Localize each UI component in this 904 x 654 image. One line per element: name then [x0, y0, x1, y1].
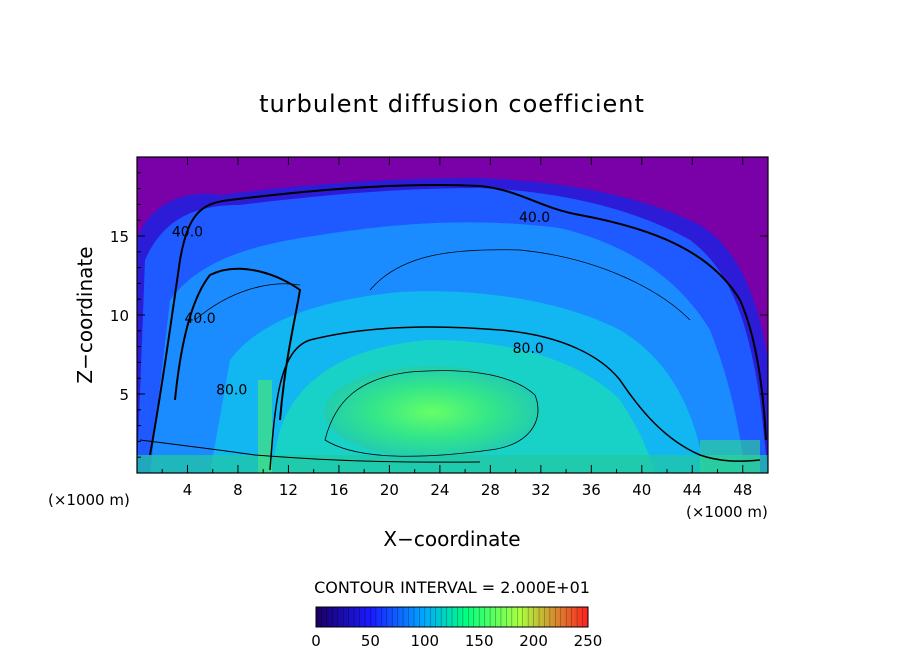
x-tick-label: 32: [531, 481, 550, 499]
colorbar-tick-label: 100: [410, 632, 439, 650]
y-axis-title: Z−coordinate: [73, 246, 97, 383]
x-axis-title: X−coordinate: [383, 527, 520, 551]
y-tick-label: 5: [119, 386, 129, 404]
colorbar-ticks: 0 50 100 150 200 250: [311, 632, 602, 650]
contour-label: 80.0: [513, 341, 544, 357]
x-tick-label: 28: [481, 481, 500, 499]
contour-label: 40.0: [172, 224, 203, 240]
x-unit-label-right: (×1000 m): [686, 503, 768, 521]
y-tick-label: 15: [110, 228, 129, 246]
y-axis: 5 10 15: [110, 172, 768, 458]
x-tick-label: 48: [733, 481, 752, 499]
chart-title: turbulent diffusion coefficient: [259, 90, 645, 118]
x-tick-label: 36: [582, 481, 601, 499]
contour-label: 40.0: [519, 210, 550, 226]
colorbar-stripes: [321, 607, 583, 627]
colorbar: 0 50 100 150 200 250: [311, 606, 602, 650]
x-tick-label: 24: [430, 481, 449, 499]
x-unit-label-left: (×1000 m): [48, 491, 130, 509]
x-tick-label: 4: [183, 481, 193, 499]
colorbar-tick-label: 250: [574, 632, 603, 650]
colorbar-tick-label: 200: [519, 632, 548, 650]
x-tick-label: 16: [329, 481, 348, 499]
contour-lines: [139, 183, 767, 471]
x-tick-label: 20: [380, 481, 399, 499]
heatmap-field: [137, 157, 768, 473]
x-tick-label: 8: [233, 481, 243, 499]
colorbar-tick-label: 50: [361, 632, 380, 650]
colorbar-frame: [315, 606, 589, 628]
contour-interval-text: CONTOUR INTERVAL = 2.000E+01: [314, 578, 590, 597]
colorbar-tick-label: 0: [311, 632, 321, 650]
contour-label: 40.0: [185, 311, 216, 327]
contour-label: 80.0: [216, 382, 247, 398]
x-axis: 4 8 12 16 20 24 28 32 36 40 44 48: [161, 157, 752, 499]
y-tick-label: 10: [110, 307, 129, 325]
x-tick-label: 40: [632, 481, 651, 499]
x-tick-label: 44: [683, 481, 702, 499]
colorbar-tick-label: 150: [465, 632, 494, 650]
x-tick-label: 12: [279, 481, 298, 499]
contour-label-group: 40.0 40.0 40.0 80.0 80.0: [172, 210, 550, 398]
